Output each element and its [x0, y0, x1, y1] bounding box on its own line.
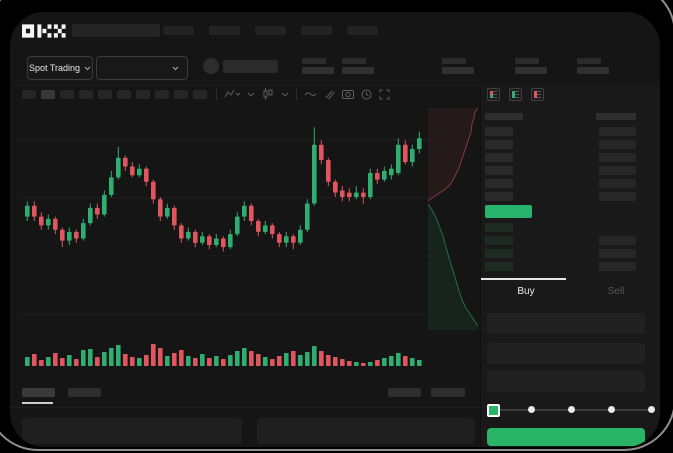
- bottom-tab-active[interactable]: [22, 388, 55, 397]
- divider: [10, 85, 480, 86]
- ask-size-placeholder[interactable]: [599, 179, 636, 188]
- coin-avatar: [203, 58, 219, 74]
- order-book-header-placeholder: [596, 113, 636, 120]
- order-book-view-toggles: [487, 88, 544, 101]
- ask-row-placeholder[interactable]: [485, 153, 513, 162]
- timeframe-toolbar: [22, 90, 207, 99]
- ask-size-placeholder[interactable]: [599, 127, 636, 136]
- pair-dropdown[interactable]: [96, 56, 188, 80]
- stat-placeholder: [577, 58, 609, 74]
- total-input-placeholder[interactable]: [487, 371, 645, 392]
- bid-size-placeholder[interactable]: [599, 249, 636, 258]
- depth-chart[interactable]: [428, 108, 478, 330]
- chart-tools: [216, 86, 390, 102]
- order-book-combined-icon[interactable]: [487, 88, 500, 101]
- stat-placeholder: [442, 58, 474, 74]
- bid-row-placeholder[interactable]: [485, 262, 513, 271]
- chevron-down-icon: [172, 66, 179, 70]
- last-price-badge: [485, 205, 532, 218]
- ask-size-placeholder[interactable]: [599, 166, 636, 175]
- timeframe-button-placeholder[interactable]: [136, 90, 150, 99]
- active-tab-indicator: [22, 402, 53, 404]
- camera-icon[interactable]: [342, 89, 354, 99]
- slider-dot[interactable]: [608, 406, 615, 413]
- ask-size-placeholder[interactable]: [599, 153, 636, 162]
- active-trade-tab-indicator: [481, 278, 566, 280]
- timeframe-button-placeholder[interactable]: [155, 90, 169, 99]
- bid-size-placeholder[interactable]: [599, 236, 636, 245]
- buy-button[interactable]: [487, 428, 645, 446]
- candlestick-chart[interactable]: [18, 108, 430, 378]
- amount-input-placeholder[interactable]: [487, 343, 645, 364]
- top-nav: [163, 26, 378, 35]
- timeframe-button-placeholder[interactable]: [98, 90, 112, 99]
- price-input-placeholder[interactable]: [487, 313, 645, 334]
- ask-size-placeholder[interactable]: [599, 140, 636, 149]
- clock-icon[interactable]: [361, 89, 372, 100]
- bid-row-placeholder[interactable]: [485, 223, 513, 232]
- search-bar-placeholder[interactable]: [72, 24, 160, 37]
- bid-row-placeholder[interactable]: [485, 249, 513, 258]
- timeframe-button-placeholder[interactable]: [60, 90, 74, 99]
- tab-buy[interactable]: Buy: [517, 285, 535, 297]
- bid-size-placeholder[interactable]: [599, 262, 636, 271]
- stat-placeholder: [342, 58, 374, 74]
- okx-logo[interactable]: [22, 24, 66, 38]
- fullscreen-icon[interactable]: [379, 89, 390, 100]
- trade-tabs: Buy Sell: [481, 279, 660, 303]
- ask-row-placeholder[interactable]: [485, 179, 513, 188]
- nav-item-placeholder[interactable]: [301, 26, 332, 35]
- indicator-wave-icon[interactable]: [304, 90, 317, 98]
- nav-item-placeholder[interactable]: [255, 26, 286, 35]
- pair-name-placeholder: [223, 60, 278, 73]
- market-type-label: Spot Trading: [28, 63, 81, 73]
- candlestick-style-icon[interactable]: [262, 88, 274, 100]
- ask-row-placeholder[interactable]: [485, 127, 513, 136]
- market-type-selector[interactable]: Spot Trading: [27, 56, 93, 80]
- ask-row-placeholder[interactable]: [485, 192, 513, 201]
- orders-table-placeholder: [257, 418, 475, 444]
- orders-table-placeholder: [22, 418, 242, 444]
- bid-row-placeholder[interactable]: [485, 236, 513, 245]
- chevron-down-icon[interactable]: [281, 91, 289, 97]
- stat-placeholder: [515, 58, 547, 74]
- timeframe-button-placeholder[interactable]: [41, 90, 55, 99]
- stat-placeholder: [302, 58, 334, 74]
- slider-dot[interactable]: [528, 406, 535, 413]
- bottom-action-placeholder[interactable]: [388, 388, 421, 397]
- app-screen: Spot Trading: [10, 12, 660, 447]
- tab-sell[interactable]: Sell: [607, 285, 625, 297]
- amount-slider-handle[interactable]: [487, 404, 500, 417]
- ask-row-placeholder[interactable]: [485, 140, 513, 149]
- divider: [216, 88, 217, 100]
- slider-dot[interactable]: [568, 406, 575, 413]
- order-book-sell-icon[interactable]: [531, 88, 544, 101]
- timeframe-button-placeholder[interactable]: [22, 90, 36, 99]
- order-book-header-placeholder: [485, 113, 523, 120]
- timeframe-button-placeholder[interactable]: [174, 90, 188, 99]
- slider-dot[interactable]: [648, 406, 655, 413]
- divider: [10, 407, 480, 408]
- nav-item-placeholder[interactable]: [209, 26, 240, 35]
- nav-item-placeholder[interactable]: [163, 26, 194, 35]
- ask-size-placeholder[interactable]: [599, 192, 636, 201]
- timeframe-button-placeholder[interactable]: [117, 90, 131, 99]
- chevron-down-icon: [84, 66, 91, 70]
- timeframe-button-placeholder[interactable]: [79, 90, 93, 99]
- trade-sidebar: Buy Sell: [480, 85, 660, 447]
- bottom-action-placeholder[interactable]: [431, 388, 465, 397]
- nav-item-placeholder[interactable]: [347, 26, 378, 35]
- bottom-tab[interactable]: [68, 388, 101, 397]
- order-book-buy-icon[interactable]: [509, 88, 522, 101]
- chevron-down-icon[interactable]: [247, 91, 255, 97]
- compare-icon[interactable]: [324, 89, 335, 100]
- divider: [296, 88, 297, 100]
- ask-row-placeholder[interactable]: [485, 166, 513, 175]
- timeframe-button-placeholder[interactable]: [193, 90, 207, 99]
- trend-line-icon[interactable]: [224, 89, 240, 99]
